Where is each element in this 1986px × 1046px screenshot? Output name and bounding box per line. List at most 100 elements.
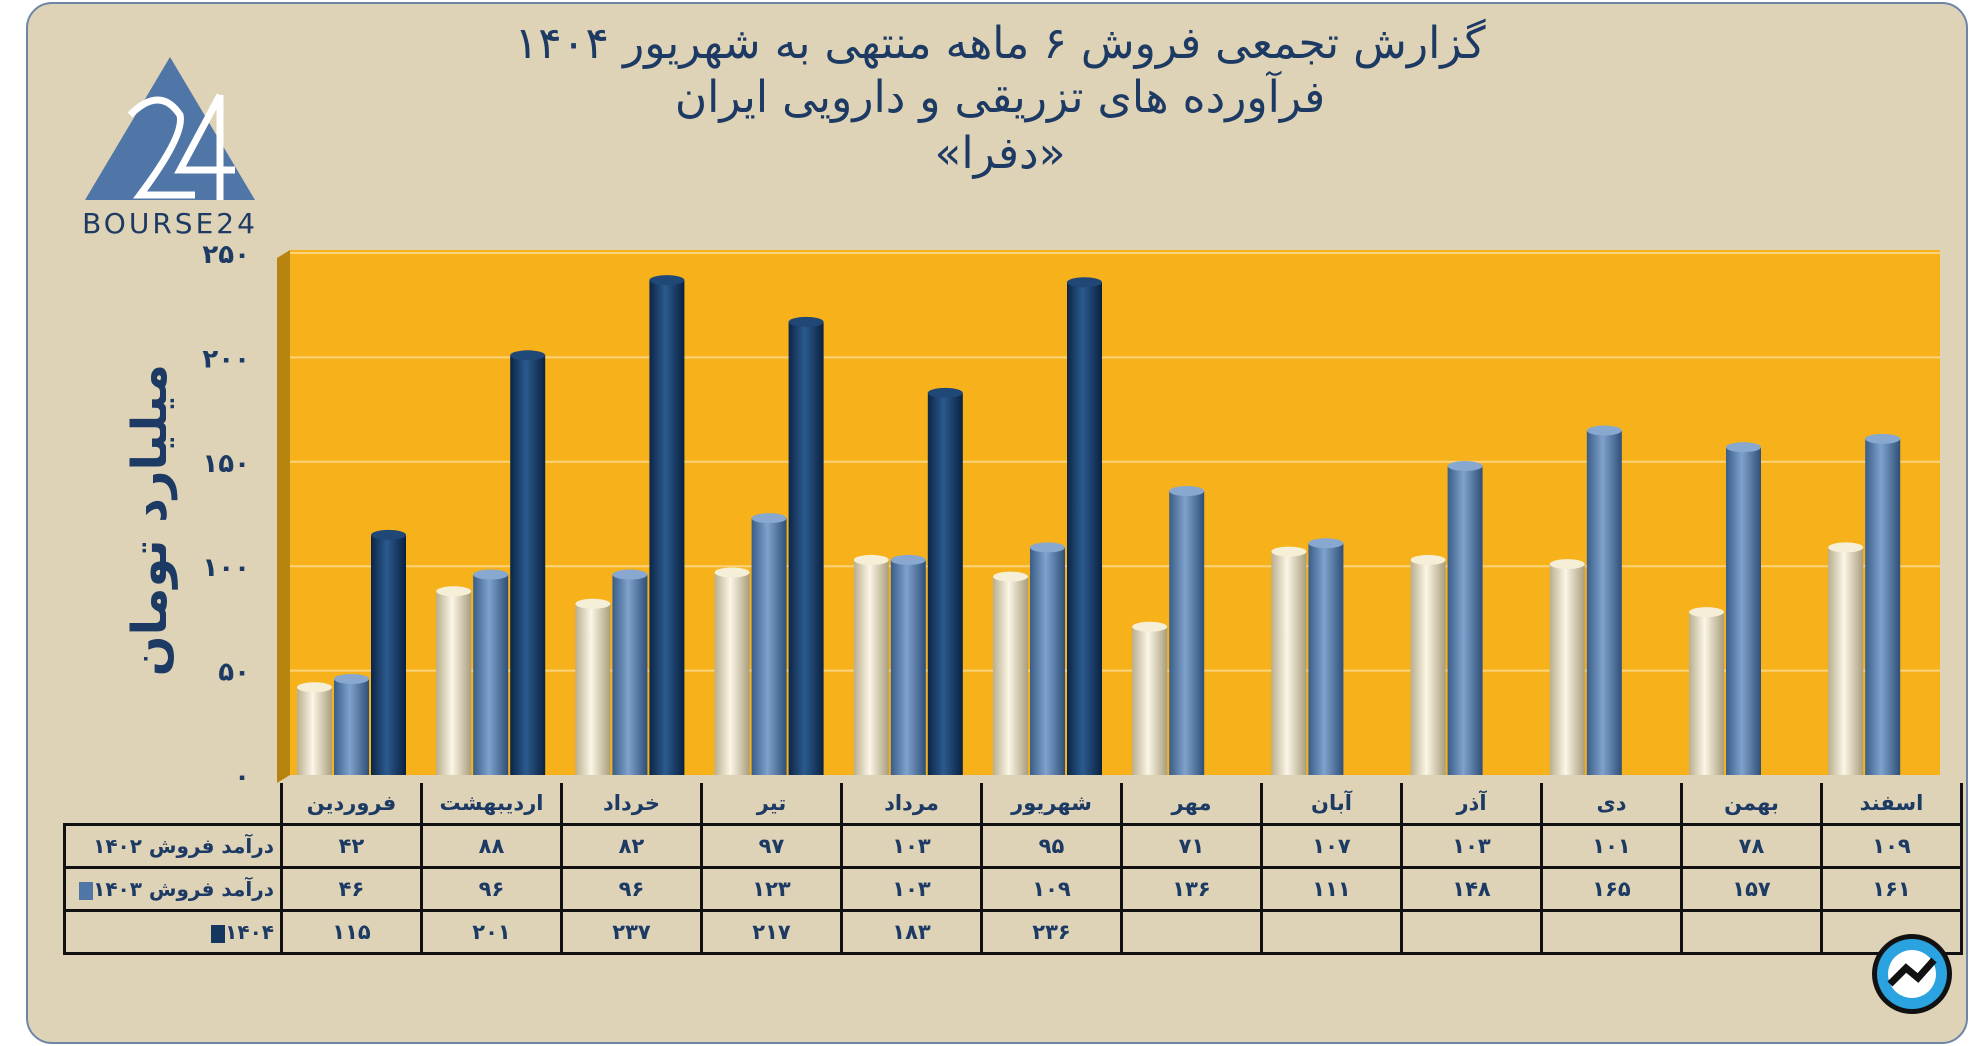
bar-cap xyxy=(1271,546,1307,557)
value-cell xyxy=(1400,909,1543,955)
value-cell: ۱۰۱ xyxy=(1540,823,1683,869)
bar-cap xyxy=(1865,433,1901,444)
bar-2-4 xyxy=(927,387,963,775)
bar-body xyxy=(510,355,546,775)
bar-body xyxy=(1447,465,1483,775)
bar-cap xyxy=(890,554,926,565)
bar-0-2 xyxy=(575,598,611,775)
value-cell: ۹۵ xyxy=(980,823,1123,869)
legend-swatch xyxy=(211,924,226,943)
bar-0-5 xyxy=(993,571,1028,775)
bar-cap xyxy=(993,571,1028,582)
bar-0-7 xyxy=(1271,546,1307,775)
chart-title-line3: «دفرا» xyxy=(934,128,1066,179)
month-header: دی xyxy=(1540,783,1683,826)
y-tick-label: ۲۵۰ xyxy=(202,240,250,270)
bar-2-1 xyxy=(510,350,546,775)
month-header: مهر xyxy=(1120,783,1263,826)
series-label: درآمد فروش ۱۴۰۲ xyxy=(63,823,283,869)
value-cell: ۸۸ xyxy=(420,823,563,869)
value-cell: ۸۲ xyxy=(560,823,703,869)
table-row: درآمد فروش ۱۴۰۳ ۴۶ ۹۶ ۹۶ ۱۲۳ ۱۰۳ ۱۰۹ ۱۳۶ ۱۱۱ ۱۴۸ ۱… xyxy=(63,866,1963,912)
value-cell: ۱۶۵ xyxy=(1540,866,1683,912)
bar-0-6 xyxy=(1132,621,1168,775)
value-cell: ۲۳۷ xyxy=(560,909,703,955)
table-row: درآمد فروش ۱۴۰۲ ۴۲ ۸۸ ۸۲ ۹۷ ۱۰۳ ۹۵ ۷۱ ۱۰۷ ۱۰۳ ۱۰۱ ۷… xyxy=(63,823,1963,869)
bar-0-11 xyxy=(1828,542,1864,775)
bar-0-10 xyxy=(1689,607,1724,775)
bar-body xyxy=(993,576,1028,775)
logo-text: BOURSE24 xyxy=(82,207,258,240)
y-tick-label: ۲۰۰ xyxy=(202,344,250,374)
logo-triangle-icon: BOURSE24 xyxy=(82,57,258,240)
y-tick-label: ۰ xyxy=(234,762,250,792)
bar-2-2 xyxy=(649,275,685,775)
bar-body xyxy=(853,559,889,775)
value-cell: ۱۰۷ xyxy=(1260,823,1403,869)
bar-1-3 xyxy=(751,513,787,775)
bar-body xyxy=(714,572,750,775)
bar-body xyxy=(371,534,406,775)
bar-cap xyxy=(575,598,611,609)
bar-1-5 xyxy=(1030,542,1065,775)
value-cell xyxy=(1680,909,1823,955)
bar-cap xyxy=(612,569,648,580)
bar-body xyxy=(649,280,685,775)
month-header: شهریور xyxy=(980,783,1123,826)
bar-body xyxy=(1549,564,1585,775)
bar-cap xyxy=(853,554,889,565)
bar-cap xyxy=(1169,486,1205,497)
month-header: اسفند xyxy=(1820,783,1963,826)
value-cell xyxy=(1120,909,1263,955)
bar-1-7 xyxy=(1308,538,1344,775)
bar-0-8 xyxy=(1410,554,1446,775)
bar-1-9 xyxy=(1586,425,1622,775)
bar-cap xyxy=(1726,442,1761,453)
bar-body xyxy=(1169,491,1205,775)
bar-1-6 xyxy=(1169,486,1205,775)
value-cell: ۱۰۳ xyxy=(840,866,983,912)
legend-swatch xyxy=(79,881,94,900)
value-cell: ۲۳۶ xyxy=(980,909,1123,955)
value-cell: ۹۶ xyxy=(560,866,703,912)
value-cell: ۱۸۳ xyxy=(840,909,983,955)
bar-body xyxy=(1067,282,1102,775)
month-header: آذر xyxy=(1400,783,1543,826)
bar-cap xyxy=(371,529,406,540)
value-cell: ۱۰۳ xyxy=(840,823,983,869)
bar-cap xyxy=(788,316,824,327)
value-cell: ۱۱۵ xyxy=(280,909,423,955)
y-tick-label: ۱۵۰ xyxy=(202,449,250,479)
bar-1-4 xyxy=(890,554,926,775)
value-cell: ۹۶ xyxy=(420,866,563,912)
value-cell: ۱۰۹ xyxy=(980,866,1123,912)
data-table: فروردین اردیبهشت خرداد تیر مرداد شهریور مهر آبا… xyxy=(63,783,1963,955)
value-cell: ۱۰۳ xyxy=(1400,823,1543,869)
bar-cap xyxy=(1308,538,1344,549)
bar-body xyxy=(612,574,648,775)
month-header: بهمن xyxy=(1680,783,1823,826)
bar-body xyxy=(1586,430,1622,775)
bar-cap xyxy=(297,682,332,693)
month-header: آبان xyxy=(1260,783,1403,826)
bar-0-4 xyxy=(853,554,889,775)
month-header: خرداد xyxy=(560,783,703,826)
bar-cap xyxy=(751,513,787,524)
value-cell xyxy=(1540,909,1683,955)
value-cell: ۷۱ xyxy=(1120,823,1263,869)
bar-cap xyxy=(1410,554,1446,565)
series-label: درآمد فروش ۱۴۰۳ xyxy=(63,866,283,912)
y-tick-label: ۱۰۰ xyxy=(202,553,250,583)
bar-2-5 xyxy=(1067,277,1102,775)
bar-cap xyxy=(927,387,963,398)
value-cell: ۴۲ xyxy=(280,823,423,869)
value-cell: ۱۵۷ xyxy=(1680,866,1823,912)
bar-1-1 xyxy=(473,569,509,775)
value-cell: ۱۴۸ xyxy=(1400,866,1543,912)
bar-body xyxy=(334,678,369,775)
trend-badge-icon xyxy=(1872,934,1952,1014)
plot-area xyxy=(290,250,1940,775)
table-corner xyxy=(65,783,282,825)
month-header: مرداد xyxy=(840,783,983,826)
